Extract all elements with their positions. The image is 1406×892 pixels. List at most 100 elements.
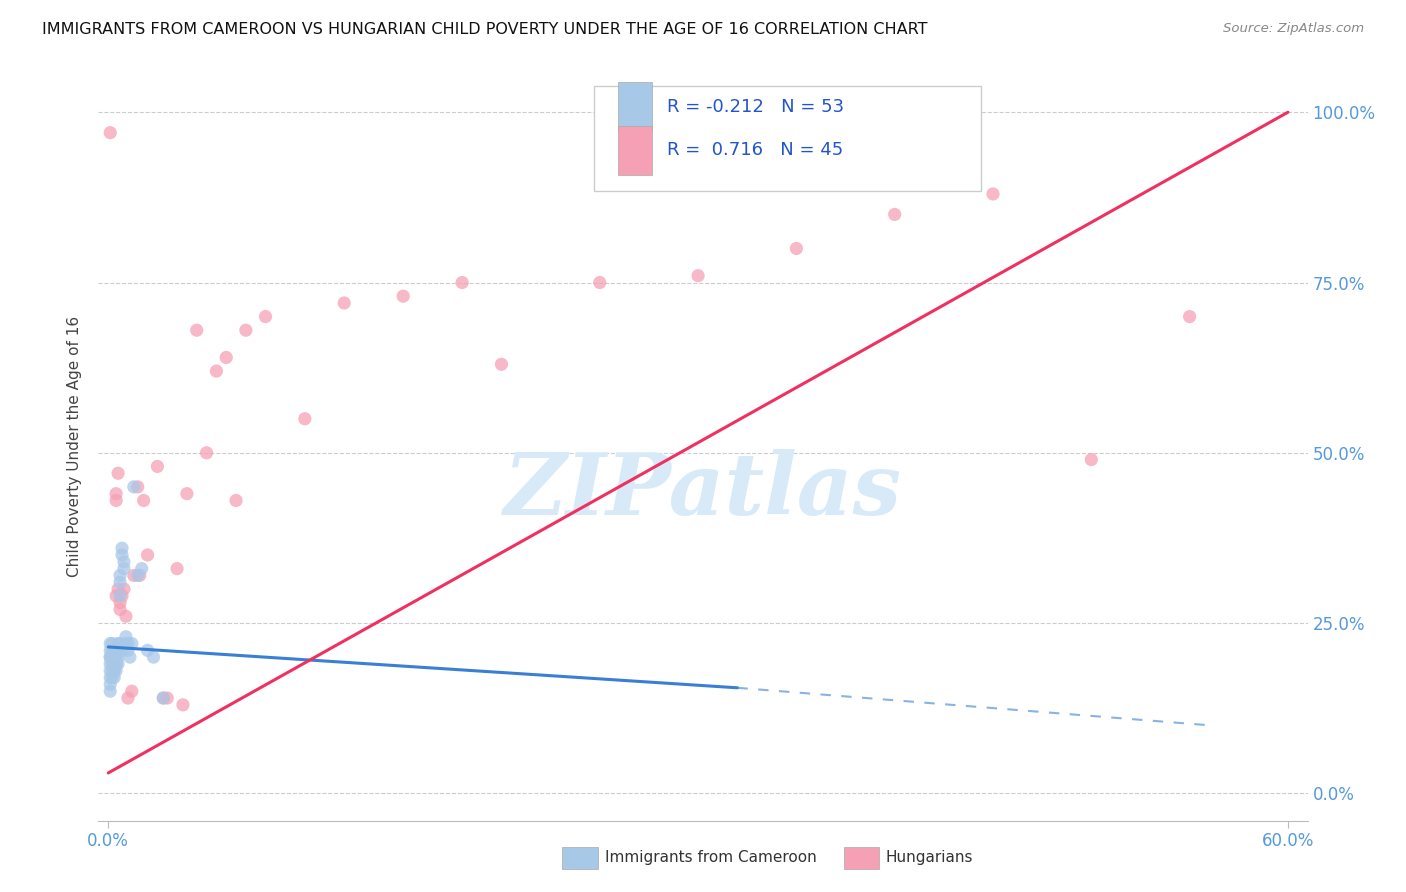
Text: IMMIGRANTS FROM CAMEROON VS HUNGARIAN CHILD POVERTY UNDER THE AGE OF 16 CORRELAT: IMMIGRANTS FROM CAMEROON VS HUNGARIAN CH… [42,22,928,37]
Point [103,671,125,685]
Point [688,268,710,283]
Point [491,357,513,371]
Point [785,242,807,256]
Point [105,486,128,500]
Point [205,364,228,378]
Point [111,548,134,562]
Point [152,691,174,706]
Point [98,650,121,665]
Point [101,650,124,665]
Point [112,555,135,569]
Point [117,691,139,706]
Point [186,323,208,337]
Point [152,691,174,706]
Point [105,589,128,603]
Point [195,446,218,460]
Point [215,351,238,365]
Text: Immigrants from Cameroon: Immigrants from Cameroon [605,850,817,864]
Point [103,643,125,657]
Text: R =  0.716   N = 45: R = 0.716 N = 45 [666,142,844,160]
Point [451,276,474,290]
Point [101,671,124,685]
Point [98,657,121,671]
Point [98,677,121,691]
Point [172,698,194,712]
Point [128,568,150,582]
Point [981,186,1004,201]
Point [111,643,134,657]
Text: R = -0.212   N = 53: R = -0.212 N = 53 [666,97,844,116]
Point [103,664,125,678]
Point [132,493,155,508]
Point [101,650,124,665]
Point [98,643,121,657]
Point [127,480,149,494]
Point [103,657,125,671]
Point [115,609,138,624]
Point [333,296,356,310]
Point [105,657,128,671]
Point [101,636,124,650]
Point [1080,452,1102,467]
FancyBboxPatch shape [595,87,981,191]
Point [105,643,128,657]
Point [122,568,145,582]
Point [142,650,165,665]
Point [118,650,141,665]
Point [131,561,153,575]
Point [107,643,129,657]
Bar [619,82,652,131]
Point [146,459,169,474]
Point [589,276,612,290]
Point [127,568,149,582]
Point [107,467,129,481]
Point [121,684,143,698]
Point [115,630,138,644]
Point [136,548,159,562]
Point [108,596,131,610]
Point [103,650,125,665]
Point [1178,310,1201,324]
Text: Source: ZipAtlas.com: Source: ZipAtlas.com [1223,22,1364,36]
Point [98,684,121,698]
Point [98,636,121,650]
Y-axis label: Child Poverty Under the Age of 16: Child Poverty Under the Age of 16 [67,316,83,576]
Point [176,486,198,500]
Point [103,650,125,665]
Point [105,493,128,508]
Point [115,636,138,650]
Point [101,664,124,678]
Point [108,602,131,616]
Point [101,643,124,657]
Text: ZIPatlas: ZIPatlas [503,450,903,533]
Point [136,643,159,657]
Point [254,310,277,324]
Text: Hungarians: Hungarians [886,850,973,864]
Point [105,650,128,665]
Point [108,575,131,590]
Point [108,636,131,650]
Point [111,541,134,556]
Point [117,636,139,650]
Point [112,582,135,596]
Point [392,289,415,303]
Point [108,589,131,603]
Bar [619,126,652,175]
Point [111,589,134,603]
Point [235,323,257,337]
Point [122,480,145,494]
Point [107,636,129,650]
Point [101,657,124,671]
Point [98,664,121,678]
Point [98,650,121,665]
Point [105,657,128,671]
Point [225,493,247,508]
Point [107,650,129,665]
Point [103,657,125,671]
Point [156,691,179,706]
Point [98,126,121,140]
Point [108,568,131,582]
Point [883,207,905,221]
Point [117,643,139,657]
Point [98,671,121,685]
